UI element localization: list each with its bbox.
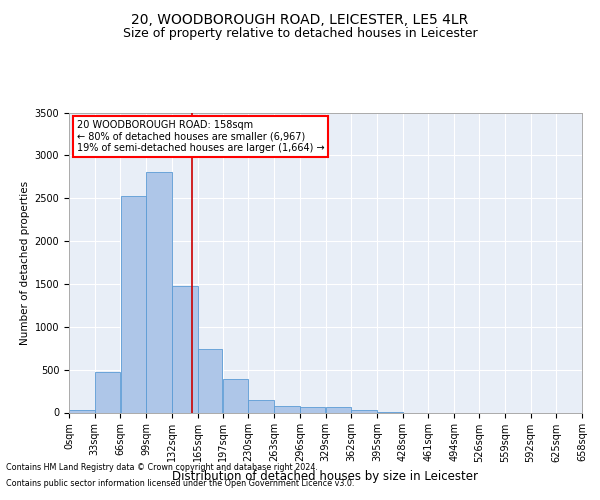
Bar bbox=[223, 379, 248, 412]
Y-axis label: Number of detached properties: Number of detached properties bbox=[20, 180, 31, 344]
Bar bbox=[248, 400, 274, 412]
Bar bbox=[352, 410, 377, 412]
X-axis label: Distribution of detached houses by size in Leicester: Distribution of detached houses by size … bbox=[173, 470, 479, 483]
Text: 20, WOODBOROUGH ROAD, LEICESTER, LE5 4LR: 20, WOODBOROUGH ROAD, LEICESTER, LE5 4LR bbox=[131, 12, 469, 26]
Bar bbox=[121, 196, 146, 412]
Text: Size of property relative to detached houses in Leicester: Size of property relative to detached ho… bbox=[122, 28, 478, 40]
Bar bbox=[198, 349, 223, 412]
Bar bbox=[146, 172, 172, 412]
Text: 20 WOODBOROUGH ROAD: 158sqm
← 80% of detached houses are smaller (6,967)
19% of : 20 WOODBOROUGH ROAD: 158sqm ← 80% of det… bbox=[77, 120, 325, 153]
Bar bbox=[172, 286, 197, 412]
Bar bbox=[300, 408, 325, 412]
Bar bbox=[69, 410, 95, 412]
Text: Contains HM Land Registry data © Crown copyright and database right 2024.: Contains HM Land Registry data © Crown c… bbox=[6, 464, 318, 472]
Bar bbox=[95, 372, 121, 412]
Text: Contains public sector information licensed under the Open Government Licence v3: Contains public sector information licen… bbox=[6, 478, 355, 488]
Bar bbox=[326, 408, 351, 412]
Bar bbox=[274, 406, 299, 412]
